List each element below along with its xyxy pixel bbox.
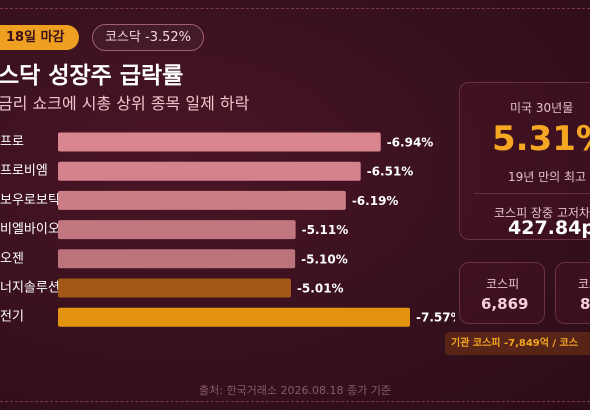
flow-strip: 기관 코스피 -7,849억 / 코스 [445,332,590,355]
bar-chart: 프로 -6.94% 프로비엠 -6.51% 보우로보틱스 -6.19% 비엘바이오 -5.11… [0,132,455,327]
index-pill: 코스닥 -3.52% [92,24,205,51]
title: 스닥 성장주 급락률 [0,63,184,89]
bar [58,132,381,152]
value-label: -7.57% [416,311,455,325]
bar [58,190,346,210]
kosdaq-card: 코스 82 [555,262,590,324]
dashed-border [0,401,590,402]
category-label: 전기 [0,310,24,325]
rate-note: 19년 만의 최고 [508,170,587,184]
bar [58,249,296,269]
card-label: 코스피 [486,277,520,291]
bar [58,278,291,298]
category-label: 오젠 [0,251,24,266]
value-label: -6.94% [387,136,434,150]
date-badge: 18일 마감 [0,25,79,50]
card-label: 코스 [578,277,590,291]
rate-label: 미국 30년물 [510,101,574,115]
bar [58,220,296,240]
category-label: 보우로보틱스 [0,193,72,208]
category-label: 프로 [0,135,24,150]
footer: 출처: 한국거래소 2026.08.18 종가 기준 [199,384,391,397]
card-value: 6,869 [481,295,529,313]
value-label: -6.51% [367,165,414,179]
kospi-card: 코스피 6,869 [459,262,545,324]
category-label: 너지솔루션 [0,281,60,296]
category-label: 프로비엠 [0,164,48,179]
bar [58,161,361,181]
category-label: 비엘바이오 [0,222,60,237]
dashed-border [0,8,590,9]
value-label: -6.19% [352,194,399,208]
value-label: -5.10% [301,252,348,266]
range-label: 코스피 장중 고저차 [494,206,590,220]
divider [474,193,590,194]
rate-value: 5.31% [492,119,590,159]
bar [58,307,411,327]
range-value: 427.84p [508,217,590,239]
value-label: -5.11% [302,223,349,237]
value-label: -5.01% [297,282,344,296]
card-value: 82 [580,295,590,313]
rate-panel: 미국 30년물 5.31% 19년 만의 최고 코스피 장중 고저차 427.8… [459,82,590,240]
subtitle: 금리 쇼크에 시총 상위 종목 일제 하락 [0,94,250,113]
